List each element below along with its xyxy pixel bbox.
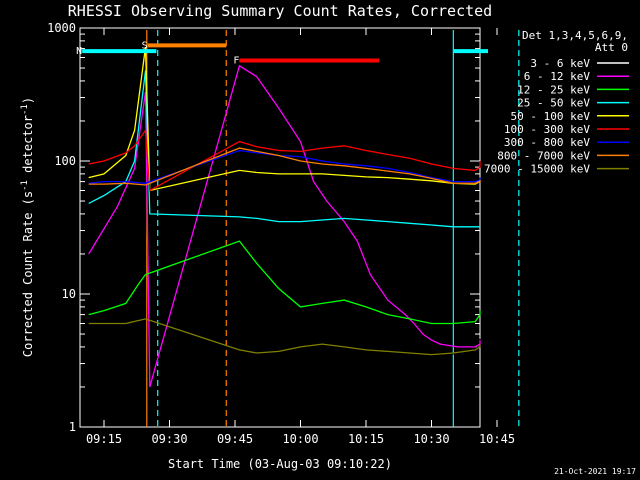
series-line-800-7000-kev — [88, 147, 481, 186]
y-axis-title-sup1: -1 — [20, 180, 30, 191]
x-tick-label-1: 09:30 — [151, 432, 187, 446]
y-axis-title: Corrected Count Rate (s-1 detector-1) — [20, 97, 35, 357]
y-tick-label-1: 10 — [62, 287, 76, 301]
x-tick-label-2: 09:45 — [217, 432, 253, 446]
series-line-7000-15000-kev — [88, 318, 481, 356]
plot-area — [79, 27, 481, 428]
legend-label-12-25-kev: 12 - 25 keV — [517, 83, 590, 96]
y-axis-title-main: Corrected Count Rate (s — [21, 191, 35, 357]
flag-label-f: F — [233, 55, 239, 66]
y-axis-title-sup2: -1 — [20, 104, 30, 115]
y-axis-title-end: ) — [21, 97, 35, 104]
x-tick-label-6: 10:45 — [479, 432, 515, 446]
flag-label-s: S — [142, 40, 148, 51]
x-axis-title: Start Time (03-Aug-03 09:10:22) — [168, 457, 392, 471]
legend-label-50-100-kev: 50 - 100 keV — [511, 110, 591, 123]
series-line-100-300-kev — [88, 128, 481, 192]
series-line-50-100-kev — [88, 46, 481, 192]
y-tick-label-2: 100 — [54, 154, 76, 168]
y-axis-title-mid: detector — [21, 115, 35, 180]
x-tick-label-4: 10:15 — [348, 432, 384, 446]
series-line-25-50-kev — [88, 70, 480, 228]
legend-label-3-6-kev: 3 - 6 keV — [530, 57, 590, 70]
render-timestamp: 21-Oct-2021 19:17 — [554, 467, 636, 476]
plot-frame — [79, 27, 481, 428]
legend-label-7000-15000-kev: 7000 - 15000 keV — [484, 163, 590, 176]
series-line-6-12-kev — [88, 64, 481, 388]
legend-label-6-12-kev: 6 - 12 keV — [524, 70, 591, 83]
legend-header-2: Att 0 — [595, 41, 628, 54]
y-tick-label-0: 1 — [69, 420, 76, 434]
legend-label-800-7000-kev: 800 - 7000 keV — [497, 149, 590, 162]
x-tick-label-3: 10:00 — [282, 432, 318, 446]
legend-label-100-300-kev: 100 - 300 keV — [504, 123, 590, 136]
x-tick-label-0: 09:15 — [86, 432, 122, 446]
series-line-300-800-kev — [88, 149, 481, 184]
flag-label-n: N — [76, 46, 82, 57]
legend-label-25-50-kev: 25 - 50 keV — [517, 97, 590, 110]
legend-header-1: Det 1,3,4,5,6,9, — [522, 29, 628, 42]
legend-label-300-800-kev: 300 - 800 keV — [504, 136, 590, 149]
x-tick-label-5: 10:30 — [413, 432, 449, 446]
chart-title: RHESSI Observing Summary Count Rates, Co… — [68, 2, 492, 20]
y-tick-label-3: 1000 — [47, 21, 76, 35]
series-line-12-25-kev — [88, 240, 481, 325]
